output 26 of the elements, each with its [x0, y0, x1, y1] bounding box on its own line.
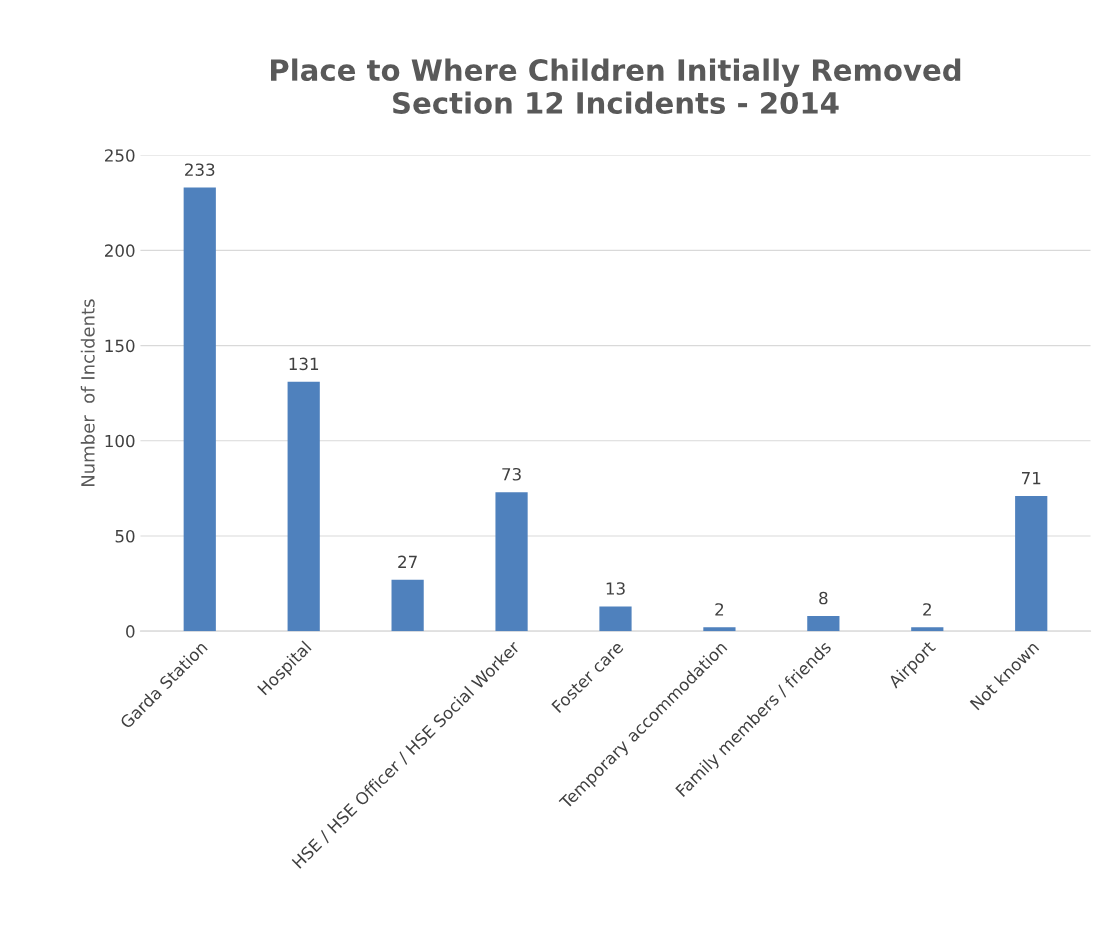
- bar: [599, 606, 632, 632]
- bar: [183, 187, 216, 632]
- y-tick-label: 250: [105, 149, 135, 162]
- bar: [391, 579, 424, 632]
- data-label: 13: [606, 582, 625, 595]
- data-label: 2: [923, 603, 931, 616]
- data-label: 27: [398, 555, 417, 568]
- data-label: 8: [819, 591, 828, 605]
- bar: [703, 627, 736, 632]
- chart-title: Place to Where Children Initially Removed Section 12 Incidents - 2014: [271, 58, 961, 114]
- data-label: 73: [502, 467, 521, 481]
- y-axis-title: Number of Incidents: [80, 299, 95, 487]
- data-label: 233: [185, 163, 215, 177]
- y-tick-label: 0: [126, 625, 135, 638]
- bar: [1015, 495, 1048, 632]
- y-tick-label: 200: [105, 244, 135, 257]
- y-tick-label: 50: [115, 529, 135, 543]
- bar: [911, 627, 944, 632]
- data-label: 2: [715, 603, 724, 616]
- data-label: 131: [289, 357, 319, 371]
- data-label: 71: [1021, 472, 1041, 485]
- bar: [807, 615, 840, 632]
- bar: [495, 492, 528, 632]
- y-tick-label: 100: [105, 434, 135, 448]
- y-tick-label: 150: [105, 339, 135, 353]
- bar: [287, 381, 320, 632]
